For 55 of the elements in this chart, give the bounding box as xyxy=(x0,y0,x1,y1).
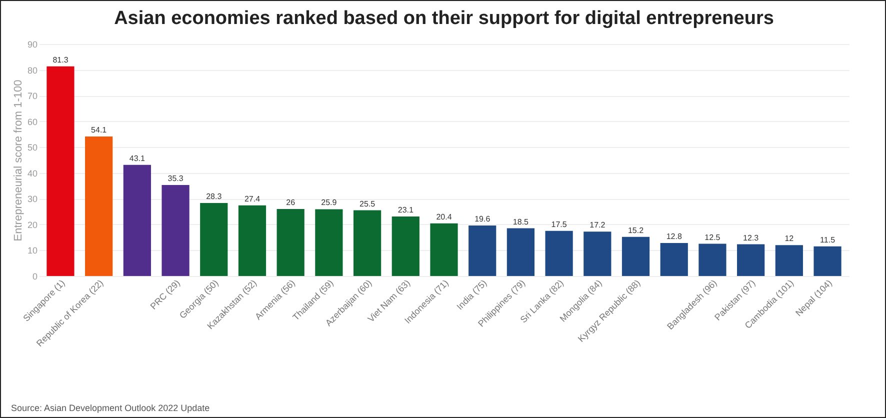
data-label: 15.2 xyxy=(628,226,644,235)
y-tick-label: 0 xyxy=(32,272,38,282)
data-label: 23.1 xyxy=(398,205,414,214)
source-note: Source: Asian Development Outlook 2022 Update xyxy=(11,403,210,413)
bar xyxy=(775,245,803,276)
data-label: 43.1 xyxy=(129,154,146,163)
data-label: 20.4 xyxy=(436,212,452,222)
data-label: 12 xyxy=(784,234,794,244)
bar xyxy=(238,205,266,276)
chart-title: Asian economies ranked based on their support for digital entrepreneurs xyxy=(114,8,774,29)
data-label: 12.8 xyxy=(666,232,682,242)
bar xyxy=(468,225,496,276)
data-label: 18.5 xyxy=(512,217,530,226)
y-tick-label: 60 xyxy=(27,116,38,127)
data-label: 25.9 xyxy=(321,198,338,208)
y-axis-title: Entrepreneurial score from 1-100 xyxy=(12,80,24,242)
bar xyxy=(545,230,573,276)
bar xyxy=(123,164,151,276)
data-label: 25.5 xyxy=(360,199,376,208)
y-tick-label: 50 xyxy=(27,142,38,153)
data-label: 27.4 xyxy=(244,194,261,204)
y-tick-label: 70 xyxy=(27,91,38,102)
y-tick-label: 90 xyxy=(27,40,38,50)
y-tick-label: 20 xyxy=(27,220,38,230)
bar xyxy=(660,243,688,276)
bar xyxy=(276,208,304,276)
bar xyxy=(46,66,74,276)
bar xyxy=(162,185,190,276)
bar xyxy=(506,228,535,276)
bar xyxy=(353,210,382,276)
bar xyxy=(392,216,420,276)
y-tick-label: 80 xyxy=(27,65,38,76)
y-tick-label: 40 xyxy=(27,168,38,178)
data-label: 12.5 xyxy=(704,232,721,242)
bar xyxy=(584,232,612,276)
data-label: 17.2 xyxy=(590,220,606,230)
bar xyxy=(200,203,228,276)
bar xyxy=(85,136,113,276)
data-label: 28.3 xyxy=(206,192,222,202)
bar xyxy=(737,244,765,276)
bar xyxy=(814,246,842,276)
data-label: 54.1 xyxy=(91,126,108,135)
data-label: 81.3 xyxy=(52,55,69,64)
data-label: 19.6 xyxy=(474,214,491,224)
y-tick-label: 10 xyxy=(27,246,38,256)
data-label: 17.5 xyxy=(551,220,568,229)
y-tick-label: 30 xyxy=(27,194,38,204)
bar xyxy=(698,244,726,276)
data-label: 12.3 xyxy=(743,233,760,242)
data-label: 11.5 xyxy=(820,235,836,244)
data-label: 26 xyxy=(286,198,296,207)
bar xyxy=(315,209,343,276)
bar xyxy=(622,236,650,276)
data-label: 35.3 xyxy=(168,174,184,184)
bar xyxy=(430,223,458,276)
